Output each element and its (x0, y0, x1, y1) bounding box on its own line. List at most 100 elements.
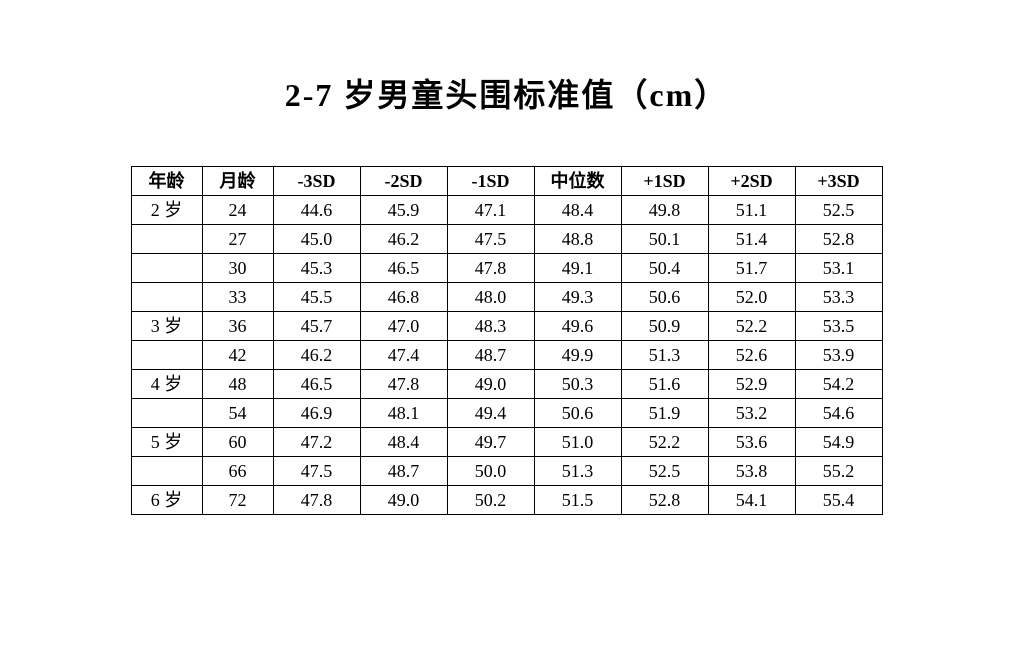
cell-value: 55.4 (795, 486, 882, 515)
col-neg2sd: -2SD (360, 167, 447, 196)
cell-value: 52.9 (708, 370, 795, 399)
cell-value: 50.3 (534, 370, 621, 399)
cell-value: 54.9 (795, 428, 882, 457)
cell-value: 49.3 (534, 283, 621, 312)
cell-value: 52.5 (621, 457, 708, 486)
cell-value: 48.8 (534, 225, 621, 254)
col-pos1sd: +1SD (621, 167, 708, 196)
table-row: 27 45.0 46.2 47.5 48.8 50.1 51.4 52.8 (131, 225, 882, 254)
cell-value: 52.0 (708, 283, 795, 312)
cell-value: 46.5 (360, 254, 447, 283)
cell-value: 47.8 (360, 370, 447, 399)
table-row: 6 岁 72 47.8 49.0 50.2 51.5 52.8 54.1 55.… (131, 486, 882, 515)
cell-value: 47.5 (273, 457, 360, 486)
cell-value: 46.2 (360, 225, 447, 254)
cell-value: 52.8 (621, 486, 708, 515)
table-row: 33 45.5 46.8 48.0 49.3 50.6 52.0 53.3 (131, 283, 882, 312)
cell-value: 55.2 (795, 457, 882, 486)
cell-value: 45.7 (273, 312, 360, 341)
cell-value: 47.0 (360, 312, 447, 341)
cell-value: 54.1 (708, 486, 795, 515)
cell-value: 54.2 (795, 370, 882, 399)
cell-months: 36 (202, 312, 273, 341)
cell-value: 52.6 (708, 341, 795, 370)
cell-months: 24 (202, 196, 273, 225)
cell-value: 49.8 (621, 196, 708, 225)
cell-age: 5 岁 (131, 428, 202, 457)
table-row: 66 47.5 48.7 50.0 51.3 52.5 53.8 55.2 (131, 457, 882, 486)
cell-value: 50.4 (621, 254, 708, 283)
cell-age (131, 399, 202, 428)
table-header: 年龄 月龄 -3SD -2SD -1SD 中位数 +1SD +2SD +3SD (131, 167, 882, 196)
cell-value: 54.6 (795, 399, 882, 428)
cell-value: 46.5 (273, 370, 360, 399)
cell-value: 51.4 (708, 225, 795, 254)
cell-value: 52.5 (795, 196, 882, 225)
cell-value: 53.9 (795, 341, 882, 370)
cell-age (131, 254, 202, 283)
cell-value: 49.4 (447, 399, 534, 428)
cell-value: 53.3 (795, 283, 882, 312)
cell-value: 51.3 (621, 341, 708, 370)
col-neg3sd: -3SD (273, 167, 360, 196)
cell-months: 60 (202, 428, 273, 457)
cell-months: 48 (202, 370, 273, 399)
cell-value: 45.0 (273, 225, 360, 254)
cell-months: 66 (202, 457, 273, 486)
cell-value: 46.9 (273, 399, 360, 428)
cell-value: 53.8 (708, 457, 795, 486)
table-header-row: 年龄 月龄 -3SD -2SD -1SD 中位数 +1SD +2SD +3SD (131, 167, 882, 196)
cell-value: 50.9 (621, 312, 708, 341)
cell-months: 33 (202, 283, 273, 312)
cell-value: 49.0 (360, 486, 447, 515)
cell-value: 49.7 (447, 428, 534, 457)
table-row: 54 46.9 48.1 49.4 50.6 51.9 53.2 54.6 (131, 399, 882, 428)
cell-value: 48.0 (447, 283, 534, 312)
cell-value: 51.0 (534, 428, 621, 457)
cell-value: 44.6 (273, 196, 360, 225)
cell-months: 30 (202, 254, 273, 283)
cell-months: 27 (202, 225, 273, 254)
table-row: 3 岁 36 45.7 47.0 48.3 49.6 50.9 52.2 53.… (131, 312, 882, 341)
cell-value: 50.1 (621, 225, 708, 254)
cell-value: 52.8 (795, 225, 882, 254)
cell-value: 46.2 (273, 341, 360, 370)
cell-value: 47.5 (447, 225, 534, 254)
col-pos2sd: +2SD (708, 167, 795, 196)
cell-value: 51.9 (621, 399, 708, 428)
document-page: 2-7 岁男童头围标准值（cm） 年龄 月龄 -3SD -2SD -1SD 中位… (0, 0, 1013, 663)
cell-value: 50.6 (534, 399, 621, 428)
cell-value: 51.3 (534, 457, 621, 486)
cell-age (131, 457, 202, 486)
col-median: 中位数 (534, 167, 621, 196)
cell-value: 53.6 (708, 428, 795, 457)
cell-value: 49.0 (447, 370, 534, 399)
table-row: 30 45.3 46.5 47.8 49.1 50.4 51.7 53.1 (131, 254, 882, 283)
cell-value: 47.8 (447, 254, 534, 283)
cell-age: 2 岁 (131, 196, 202, 225)
table-row: 5 岁 60 47.2 48.4 49.7 51.0 52.2 53.6 54.… (131, 428, 882, 457)
cell-value: 53.2 (708, 399, 795, 428)
cell-age (131, 283, 202, 312)
cell-value: 51.7 (708, 254, 795, 283)
col-neg1sd: -1SD (447, 167, 534, 196)
cell-value: 45.3 (273, 254, 360, 283)
cell-age: 4 岁 (131, 370, 202, 399)
cell-value: 48.4 (360, 428, 447, 457)
cell-value: 48.4 (534, 196, 621, 225)
cell-months: 42 (202, 341, 273, 370)
cell-value: 48.3 (447, 312, 534, 341)
cell-value: 51.1 (708, 196, 795, 225)
cell-value: 45.5 (273, 283, 360, 312)
cell-value: 48.1 (360, 399, 447, 428)
cell-value: 45.9 (360, 196, 447, 225)
cell-value: 49.9 (534, 341, 621, 370)
cell-value: 51.5 (534, 486, 621, 515)
cell-age (131, 341, 202, 370)
col-months: 月龄 (202, 167, 273, 196)
cell-value: 48.7 (360, 457, 447, 486)
cell-age: 6 岁 (131, 486, 202, 515)
cell-months: 54 (202, 399, 273, 428)
cell-value: 49.6 (534, 312, 621, 341)
cell-value: 47.8 (273, 486, 360, 515)
